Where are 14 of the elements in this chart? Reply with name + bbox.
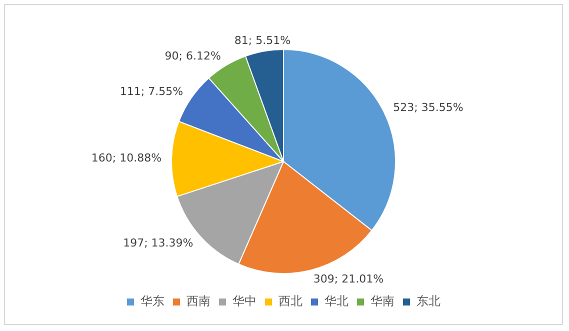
legend-label: 华南 bbox=[370, 294, 394, 308]
data-label: 90; 6.12% bbox=[164, 50, 221, 63]
data-label: 111; 7.55% bbox=[120, 85, 184, 98]
legend-label: 西北 bbox=[278, 294, 302, 308]
legend-label: 华北 bbox=[324, 294, 348, 308]
data-label: 160; 10.88% bbox=[91, 151, 162, 164]
legend-label: 西南 bbox=[186, 294, 210, 308]
legend-label: 华东 bbox=[140, 294, 164, 308]
legend-label: 华中 bbox=[232, 294, 256, 308]
legend-label: 东北 bbox=[416, 294, 440, 308]
data-label: 81; 5.51% bbox=[234, 34, 291, 48]
data-label: 523; 35.55% bbox=[393, 100, 464, 114]
data-label: 309; 21.01% bbox=[313, 272, 384, 286]
data-label: 197; 13.39% bbox=[123, 236, 194, 250]
